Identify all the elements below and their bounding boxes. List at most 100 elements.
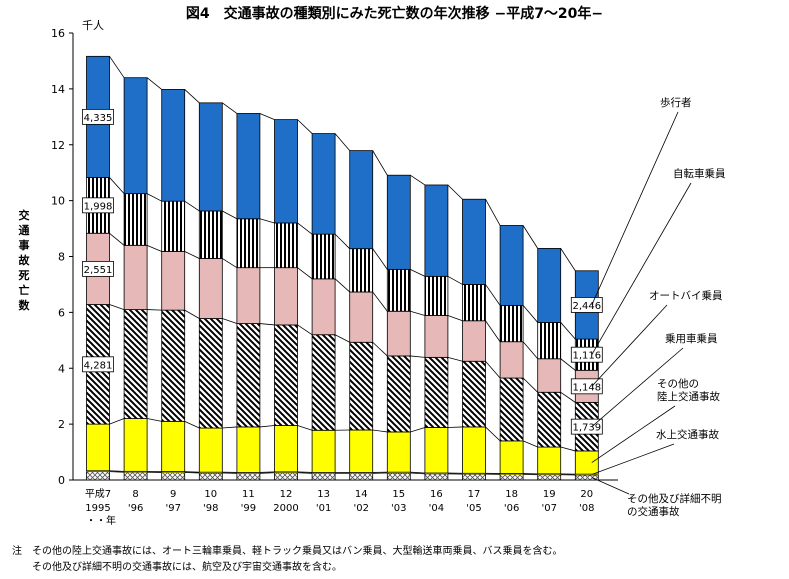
series-connector-line	[522, 341, 539, 360]
bar-segment-water	[349, 472, 373, 474]
footnote-1: 注 その他の陸上交通事故には、オート三輪車乗員、軽トラック乗員又はバン乗員、大型…	[12, 546, 563, 557]
chart-title: 図4 交通事故の種類別にみた死亡数の年次推移 −平成7〜20年−	[185, 6, 604, 22]
bar-segment-bicycle	[462, 284, 486, 322]
bar-segment-bicycle	[499, 304, 524, 343]
series-connector-line	[109, 418, 125, 425]
data-label-box	[82, 260, 114, 277]
bar-segment-car	[537, 391, 562, 448]
bar-segment-bicycle	[311, 233, 336, 280]
bar-segment-pedestrian	[386, 174, 411, 270]
bar-segment-other-unknown	[349, 472, 374, 481]
series-connector-line	[222, 318, 238, 324]
series-connector-line	[184, 89, 200, 104]
series-connector-line	[259, 425, 275, 428]
bar-segment-car	[349, 341, 374, 431]
series-connector-line	[447, 184, 463, 200]
bar-segment-water	[236, 472, 260, 474]
bar-segment-other-land	[424, 427, 449, 474]
legend-label: 水上交通事故	[656, 428, 719, 441]
series-connector-line	[560, 358, 576, 371]
bar-segment-other-unknown	[86, 471, 110, 481]
bar-segment-other-land	[236, 426, 261, 473]
data-label: 2,446	[572, 301, 601, 312]
series-connector-line	[372, 248, 388, 270]
legend-label: その他及び詳細不明	[627, 492, 722, 505]
data-label-box	[570, 346, 603, 363]
bar-segment-motorcycle	[123, 244, 148, 310]
bar-segment-bicycle	[349, 248, 374, 293]
bar-segment-water	[274, 471, 298, 473]
series-connector-line	[522, 225, 539, 249]
bar-segment-car	[424, 356, 449, 428]
bar-segment-motorcycle	[311, 278, 336, 336]
bar-segment-other-unknown	[462, 473, 486, 481]
legend-leader-line	[591, 182, 692, 355]
legend-leader-line	[591, 405, 676, 463]
stacked-bar-chart: 0 2 4 6 8 10 12 14 16 平成7 1995 8 '96 9 '97 10 '98 11 '99 12…	[51, 27, 726, 527]
bar-segment-motorcycle	[274, 267, 298, 326]
series-connector-line	[109, 470, 125, 472]
series-connector-line	[259, 472, 275, 474]
series-connector-line	[109, 471, 125, 473]
data-label: 1,148	[572, 382, 601, 393]
series-connector-line	[410, 471, 425, 474]
x-tick-label: 18	[505, 489, 518, 500]
bar-segment-other-land	[386, 431, 411, 473]
bar-segment-other-land	[462, 426, 486, 474]
series-connector-line	[297, 472, 313, 474]
bars	[86, 55, 599, 481]
series-connector-line	[372, 429, 388, 433]
bar-segment-other-land	[198, 427, 223, 473]
series-connector-line	[259, 471, 275, 473]
bar-segment-pedestrian	[123, 77, 148, 195]
bar-segment-motorcycle	[349, 291, 374, 343]
x-tick-sublabel: 1995	[85, 503, 110, 514]
y-tick-label: 0	[58, 474, 65, 487]
x-tick-sublabel: '05	[466, 503, 481, 514]
series-connector-line	[184, 309, 200, 319]
bar-segment-car	[161, 309, 186, 422]
legend-label: 歩行者	[660, 96, 692, 109]
series-connector-line	[259, 323, 275, 326]
bar-segment-car	[386, 355, 411, 433]
x-tick-sublabel: '06	[504, 503, 519, 514]
data-label-box	[570, 418, 603, 435]
series-connector-line	[109, 56, 125, 78]
bar-segment-other-unknown	[236, 472, 261, 481]
bar-segment-other-land	[311, 429, 336, 473]
series-connector-line	[410, 427, 426, 433]
legend-label: 乗用車乗員	[665, 332, 718, 345]
data-label: 1,998	[84, 201, 113, 212]
series-connector-line	[447, 426, 463, 428]
bar-segment-car	[462, 360, 486, 428]
legend-leader-line	[591, 443, 675, 475]
bar-segment-car	[236, 323, 261, 428]
series-connector-line	[147, 309, 162, 311]
series-connector-line	[222, 210, 238, 220]
series-connector-line	[334, 233, 350, 249]
axes: 0 2 4 6 8 10 12 14 16 平成7 1995 8 '96 9 '97 10 '98 11 '99 12…	[51, 27, 618, 527]
series-connector-line	[560, 248, 576, 271]
legend-label: オートバイ乗員	[649, 290, 723, 302]
bar-segment-motorcycle	[462, 320, 486, 362]
x-tick-sublabel: '99	[241, 503, 256, 514]
series-connector-line	[485, 320, 501, 342]
series-connector-line	[297, 324, 313, 336]
bar-segment-water	[500, 473, 524, 475]
y-tick-label: 14	[51, 83, 65, 96]
bar-segment-pedestrian	[499, 225, 524, 306]
bar-segment-car	[311, 334, 336, 431]
series-connectors	[109, 56, 576, 476]
bar-segment-motorcycle	[236, 267, 261, 324]
bar-segment-car	[123, 309, 148, 419]
series-connector-line	[297, 222, 313, 235]
legend-leader-line	[591, 347, 684, 427]
bar-segment-other-unknown	[198, 472, 223, 481]
series-connector-line	[297, 267, 313, 280]
bar-segment-other-unknown	[123, 471, 148, 481]
data-label: 4,281	[84, 360, 113, 371]
bar-segment-car	[499, 377, 524, 442]
series-connector-line	[560, 391, 576, 403]
x-axis-label: ・・年	[86, 514, 116, 527]
bar-segment-water	[387, 472, 411, 474]
